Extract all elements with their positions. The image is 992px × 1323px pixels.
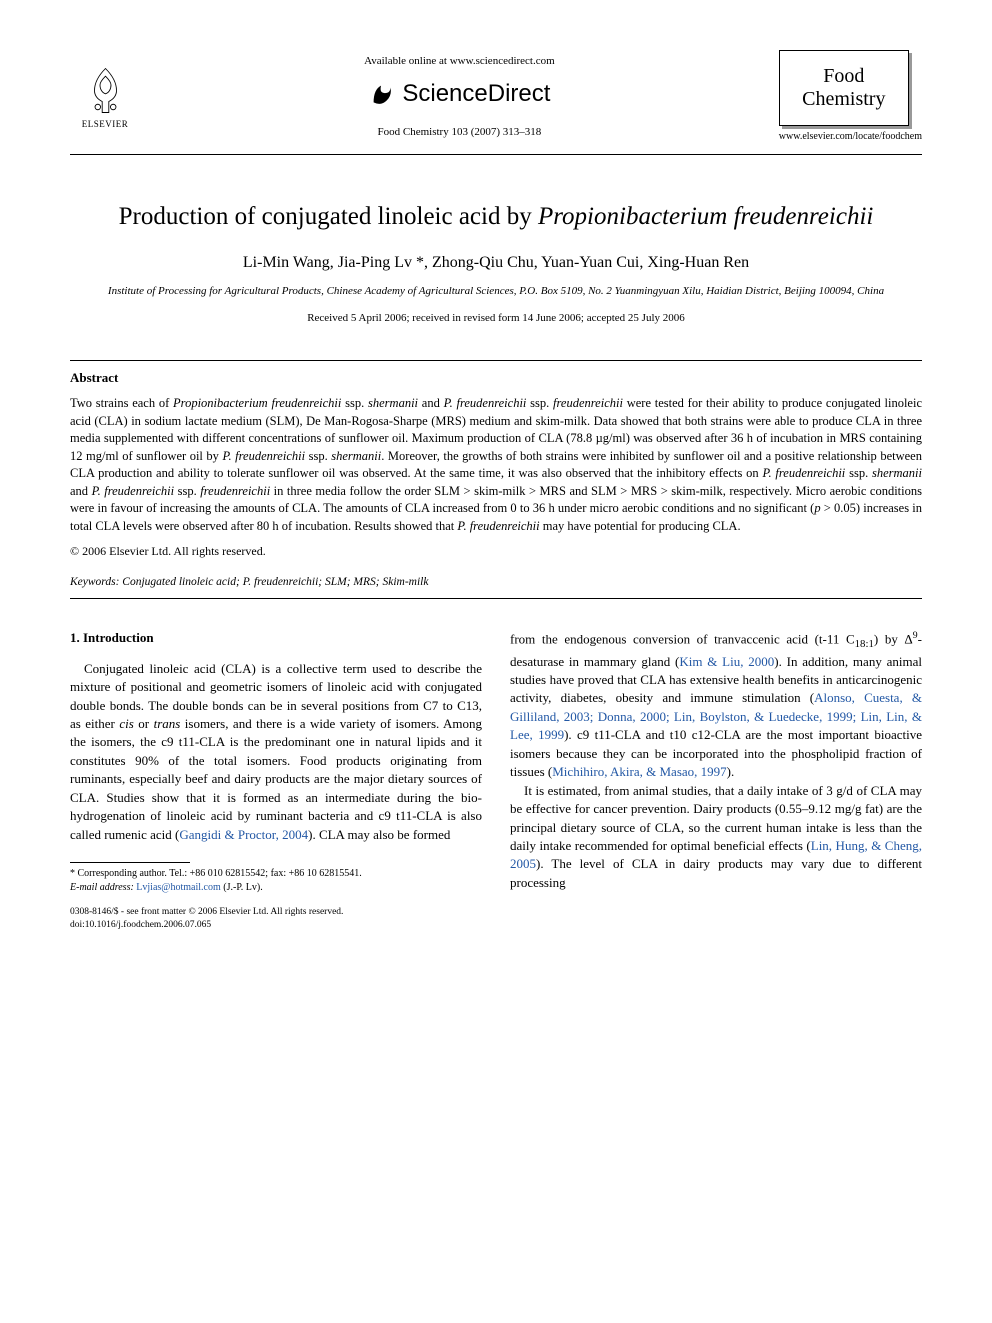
available-online-text: Available online at www.sciencedirect.co… [140, 54, 779, 69]
header-center: Available online at www.sciencedirect.co… [140, 54, 779, 140]
intro-paragraph-1-cont: from the endogenous conversion of tranva… [510, 629, 922, 781]
corresponding-author-footnote: * Corresponding author. Tel.: +86 010 62… [70, 867, 482, 894]
article-dates: Received 5 April 2006; received in revis… [70, 311, 922, 326]
authors: Li-Min Wang, Jia-Ping Lv *, Zhong-Qiu Ch… [70, 252, 922, 274]
column-right: from the endogenous conversion of tranva… [510, 629, 922, 931]
journal-box: Food Chemistry [779, 50, 909, 126]
footer-copyright: 0308-8146/$ - see front matter © 2006 El… [70, 906, 482, 931]
journal-box-wrap: Food Chemistry www.elsevier.com/locate/f… [779, 50, 922, 144]
journal-reference: Food Chemistry 103 (2007) 313–318 [140, 125, 779, 140]
journal-url: www.elsevier.com/locate/foodchem [779, 130, 922, 144]
abstract-bottom-divider [70, 598, 922, 599]
elsevier-tree-icon [78, 63, 133, 118]
header-row: ELSEVIER Available online at www.science… [70, 50, 922, 144]
keywords-list: Conjugated linoleic acid; P. freudenreic… [119, 576, 428, 588]
abstract-heading: Abstract [70, 369, 922, 387]
section-1-heading: 1. Introduction [70, 629, 482, 647]
footnote-divider [70, 862, 190, 863]
footer-line2: doi:10.1016/j.foodchem.2006.07.065 [70, 919, 482, 931]
header-divider [70, 154, 922, 155]
sciencedirect-row: ScienceDirect [140, 77, 779, 111]
title-text: Production of conjugated linoleic acid b… [119, 203, 538, 230]
journal-box-title2: Chemistry [790, 88, 898, 111]
article-title: Production of conjugated linoleic acid b… [70, 201, 922, 234]
intro-paragraph-1: Conjugated linoleic acid (CLA) is a coll… [70, 660, 482, 845]
journal-box-title1: Food [790, 65, 898, 88]
footer-line1: 0308-8146/$ - see front matter © 2006 El… [70, 906, 482, 918]
intro-paragraph-2: It is estimated, from animal studies, th… [510, 782, 922, 893]
footnote-corr: * Corresponding author. Tel.: +86 010 62… [70, 867, 482, 881]
abstract-top-divider [70, 360, 922, 361]
keywords-label: Keywords: [70, 576, 119, 588]
body-columns: 1. Introduction Conjugated linoleic acid… [70, 629, 922, 931]
footnote-email-label: E-mail address: [70, 882, 134, 893]
abstract-body: Two strains each of Propionibacterium fr… [70, 395, 922, 535]
sciencedirect-icon [368, 80, 396, 108]
elsevier-label: ELSEVIER [82, 118, 129, 131]
sciencedirect-text: ScienceDirect [402, 77, 550, 111]
affiliation: Institute of Processing for Agricultural… [70, 284, 922, 299]
abstract-copyright: © 2006 Elsevier Ltd. All rights reserved… [70, 543, 922, 560]
footnote-email[interactable]: Lvjias@hotmail.com [134, 882, 221, 893]
column-left: 1. Introduction Conjugated linoleic acid… [70, 629, 482, 931]
footnote-email-line: E-mail address: Lvjias@hotmail.com (J.-P… [70, 881, 482, 895]
footnote-email-suffix: (J.-P. Lv). [221, 882, 263, 893]
elsevier-logo: ELSEVIER [70, 58, 140, 136]
keywords: Keywords: Conjugated linoleic acid; P. f… [70, 574, 922, 590]
title-species: Propionibacterium freudenreichii [538, 203, 873, 230]
